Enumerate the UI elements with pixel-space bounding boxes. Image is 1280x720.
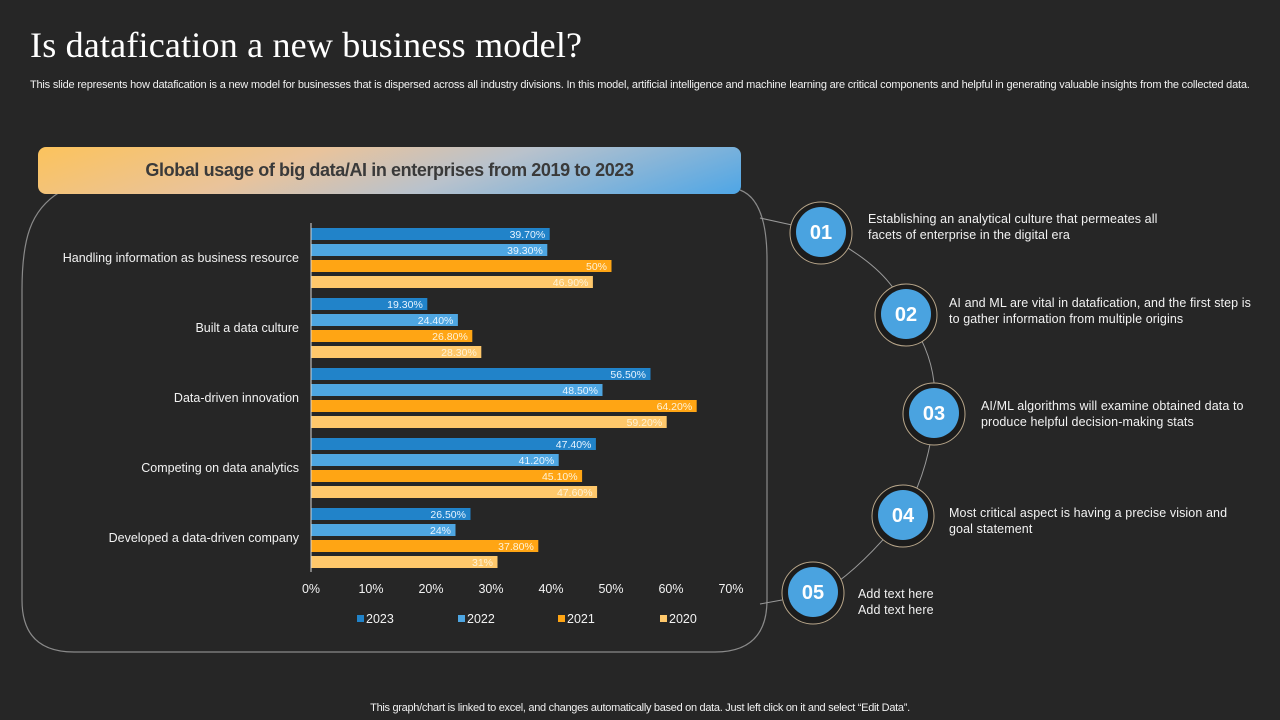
step-01-text: Establishing an analytical culture that … [868,212,1158,242]
bar-2022 [311,244,548,256]
bar-2021 [311,540,539,552]
step-number: 05 [802,582,824,604]
legend-swatch-2022 [458,615,465,622]
category-label: Data-driven innovation [174,391,299,405]
step-number: 01 [810,222,832,244]
x-tick-label: 70% [718,582,743,596]
slide-title: Is datafication a new business model? [30,25,583,65]
data-label: 47.60% [557,487,593,499]
step-number: 02 [895,304,917,326]
category-label: Built a data culture [195,321,299,335]
bar-2020 [311,346,482,358]
step-04-badge: 04 [871,484,935,548]
data-label: 47.40% [556,439,592,451]
step-circle [878,490,928,540]
data-label: 46.90% [553,277,589,289]
chart-title-banner: Global usage of big data/AI in enterpris… [38,147,741,194]
legend-swatch-2021 [558,615,565,622]
step-03-text: AI/ML algorithms will examine obtained d… [981,399,1244,429]
category-label: Handling information as business resourc… [63,251,299,265]
step-02-badge: 02 [874,283,938,347]
bar-2023 [311,298,428,310]
step-circle [881,289,931,339]
step-circle [796,207,846,257]
data-label: 37.80% [498,541,534,553]
bar-2023 [311,438,596,450]
data-label: 41.20% [519,455,555,467]
step-02-text: AI and ML are vital in datafication, and… [949,296,1252,326]
legend-swatch-2023 [357,615,364,622]
data-label: 45.10% [542,471,578,483]
data-label: 50% [586,261,607,273]
step-05-badge: 05 [781,561,845,625]
legend-label: 2023 [366,612,394,626]
chart-title: Global usage of big data/AI in enterpris… [145,160,634,180]
legend-label: 2022 [467,612,495,626]
bar-2021 [311,330,473,342]
data-label: 24% [430,525,451,537]
bar-2021 [311,470,583,482]
data-label: 56.50% [610,369,646,381]
bar-2023 [311,228,550,240]
step-03-badge: 03 [902,382,966,446]
step-circle [909,388,959,438]
x-tick-label: 20% [418,582,443,596]
data-label: 19.30% [387,299,423,311]
step-number: 03 [923,403,945,425]
legend-label: 2021 [567,612,595,626]
step-05-text: Add text here Add text here [858,587,934,617]
slide-description: This slide represents how datafication i… [30,79,1250,91]
bar-2021 [311,400,697,412]
step-number: 04 [892,505,915,527]
bar-2022 [311,454,559,466]
step-01-badge: 01 [789,201,853,265]
category-label: Competing on data analytics [141,461,299,475]
bar-2020 [311,556,498,568]
data-label: 64.20% [657,401,693,413]
data-label: 39.70% [510,229,546,241]
step-circle [788,567,838,617]
data-label: 26.50% [430,509,466,521]
data-label: 28.30% [441,347,477,359]
category-label: Developed a data-driven company [109,531,300,545]
bar-2021 [311,260,612,272]
bar-2023 [311,368,651,380]
bar-2020 [311,416,667,428]
x-tick-label: 10% [358,582,383,596]
data-label: 59.20% [627,417,663,429]
bar-2022 [311,384,603,396]
x-tick-label: 60% [658,582,683,596]
step-04-text: Most critical aspect is having a precise… [949,506,1228,536]
legend-swatch-2020 [660,615,667,622]
bar-2020 [311,486,598,498]
connector-05 [759,599,783,605]
x-tick-label: 30% [478,582,503,596]
bar-2022 [311,524,456,536]
bar-2020 [311,276,593,288]
data-label: 31% [472,557,493,569]
connector-01 [759,217,793,226]
data-label: 26.80% [432,331,468,343]
x-tick-label: 0% [302,582,320,596]
bar-2023 [311,508,471,520]
legend-label: 2020 [669,612,697,626]
bar-2022 [311,314,458,326]
data-label: 24.40% [418,315,454,327]
x-tick-label: 50% [598,582,623,596]
chart-frame-outline [21,189,768,653]
data-label: 39.30% [507,245,543,257]
x-tick-label: 40% [538,582,563,596]
footer-note: This graph/chart is linked to excel, and… [370,702,910,714]
data-label: 48.50% [562,385,598,397]
